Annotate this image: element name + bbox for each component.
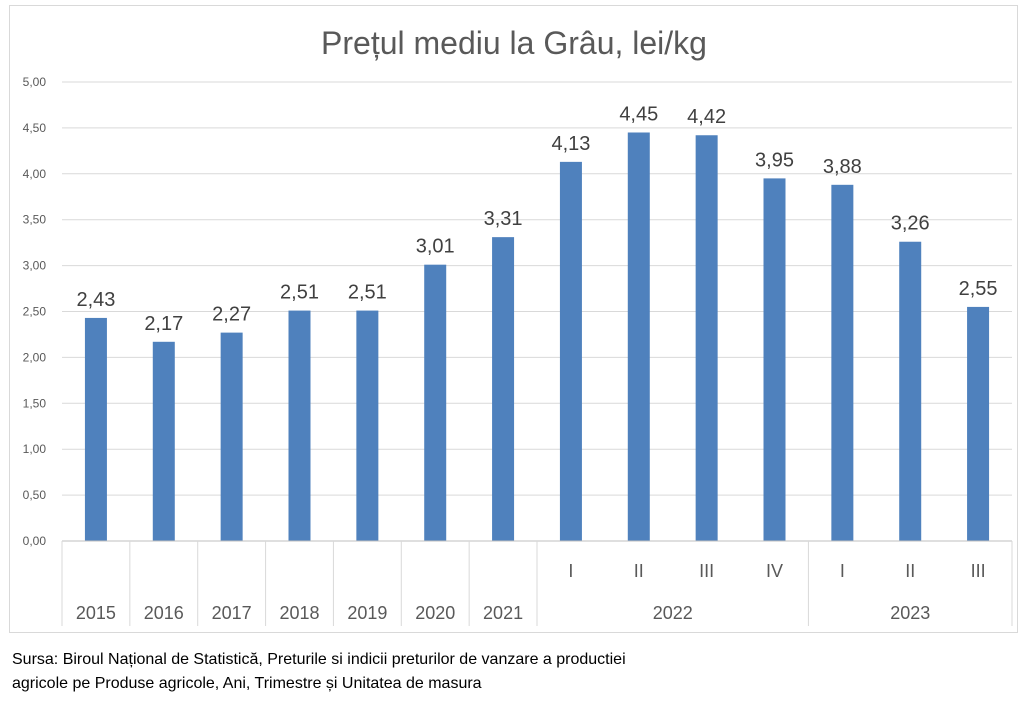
data-label: 4,45	[619, 103, 658, 125]
bar	[763, 178, 786, 541]
y-tick-label: 0,00	[23, 534, 47, 548]
bar	[695, 135, 718, 541]
data-label: 2,27	[212, 304, 251, 326]
chart-title: Prețul mediu la Grâu, lei/kg	[321, 25, 707, 61]
bar	[559, 161, 582, 541]
bar	[220, 332, 243, 541]
data-label: 3,01	[416, 236, 455, 258]
bar	[84, 317, 107, 541]
x-group-label: 2020	[415, 603, 455, 623]
data-label: 4,13	[551, 133, 590, 155]
data-label: 4,42	[687, 106, 726, 128]
y-tick-label: 0,50	[23, 488, 47, 502]
x-tick-label: II	[905, 561, 915, 581]
y-tick-label: 4,00	[23, 167, 47, 181]
data-label: 2,51	[348, 282, 387, 304]
x-tick-label: III	[699, 561, 714, 581]
y-tick-label: 1,50	[23, 396, 47, 410]
source-line-1: Sursa: Biroul Național de Statistică, Pr…	[12, 651, 626, 668]
x-tick-label: II	[634, 561, 644, 581]
x-group-label: 2017	[212, 603, 252, 623]
data-label: 2,17	[144, 313, 183, 335]
bar	[356, 310, 379, 541]
x-group-label: 2019	[347, 603, 387, 623]
y-tick-label: 2,00	[23, 350, 47, 364]
x-tick-label: IV	[766, 561, 783, 581]
bar	[492, 237, 515, 541]
bar-chart: Prețul mediu la Grâu, lei/kg 0,00 0,50 1,0…	[23, 25, 1013, 626]
x-group-label: 2016	[144, 603, 184, 623]
bar	[288, 310, 311, 541]
y-axis-ticks: 0,00 0,50 1,00 1,50 2,00 2,50 3,00 3,50 4,00 4,50…	[23, 75, 47, 548]
x-tick-label: I	[840, 561, 845, 581]
data-label: 3,26	[891, 213, 930, 235]
gridlines	[62, 81, 1012, 542]
y-tick-label: 2,50	[23, 305, 47, 319]
x-group-label: 2015	[76, 603, 116, 623]
y-tick-label: 3,50	[23, 213, 47, 227]
data-label: 3,95	[755, 149, 794, 171]
bar	[899, 241, 922, 541]
bar	[967, 306, 990, 541]
data-label: 3,31	[484, 208, 523, 230]
source-note: Sursa: Biroul Național de Statistică, Pr…	[12, 648, 1012, 696]
bar	[831, 184, 854, 542]
data-label: 2,43	[76, 289, 115, 311]
chart-frame: Prețul mediu la Grâu, lei/kg 0,00 0,50 1,0…	[9, 5, 1018, 633]
data-label: 2,51	[280, 282, 319, 304]
y-tick-label: 5,00	[23, 75, 47, 89]
x-tick-label: I	[568, 561, 573, 581]
bar	[152, 341, 175, 541]
bar	[424, 264, 447, 541]
x-group-label: 2018	[279, 603, 319, 623]
data-labels: 2,43 2,17 2,27 2,51 2,51 3,01 3,31 4,13 4,45 4,42…	[76, 103, 997, 334]
bar	[627, 132, 650, 541]
x-group-label: 2023	[890, 603, 930, 623]
y-tick-label: 1,00	[23, 442, 47, 456]
x-tick-label: III	[971, 561, 986, 581]
x-group-label: 2022	[653, 603, 693, 623]
data-label: 3,88	[823, 156, 862, 178]
data-label: 2,55	[959, 278, 998, 300]
y-tick-label: 4,50	[23, 121, 47, 135]
y-tick-label: 3,00	[23, 259, 47, 273]
x-group-label: 2021	[483, 603, 523, 623]
source-line-2: agricole pe Produse agricole, Ani, Trime…	[12, 675, 482, 692]
bars	[84, 132, 990, 542]
